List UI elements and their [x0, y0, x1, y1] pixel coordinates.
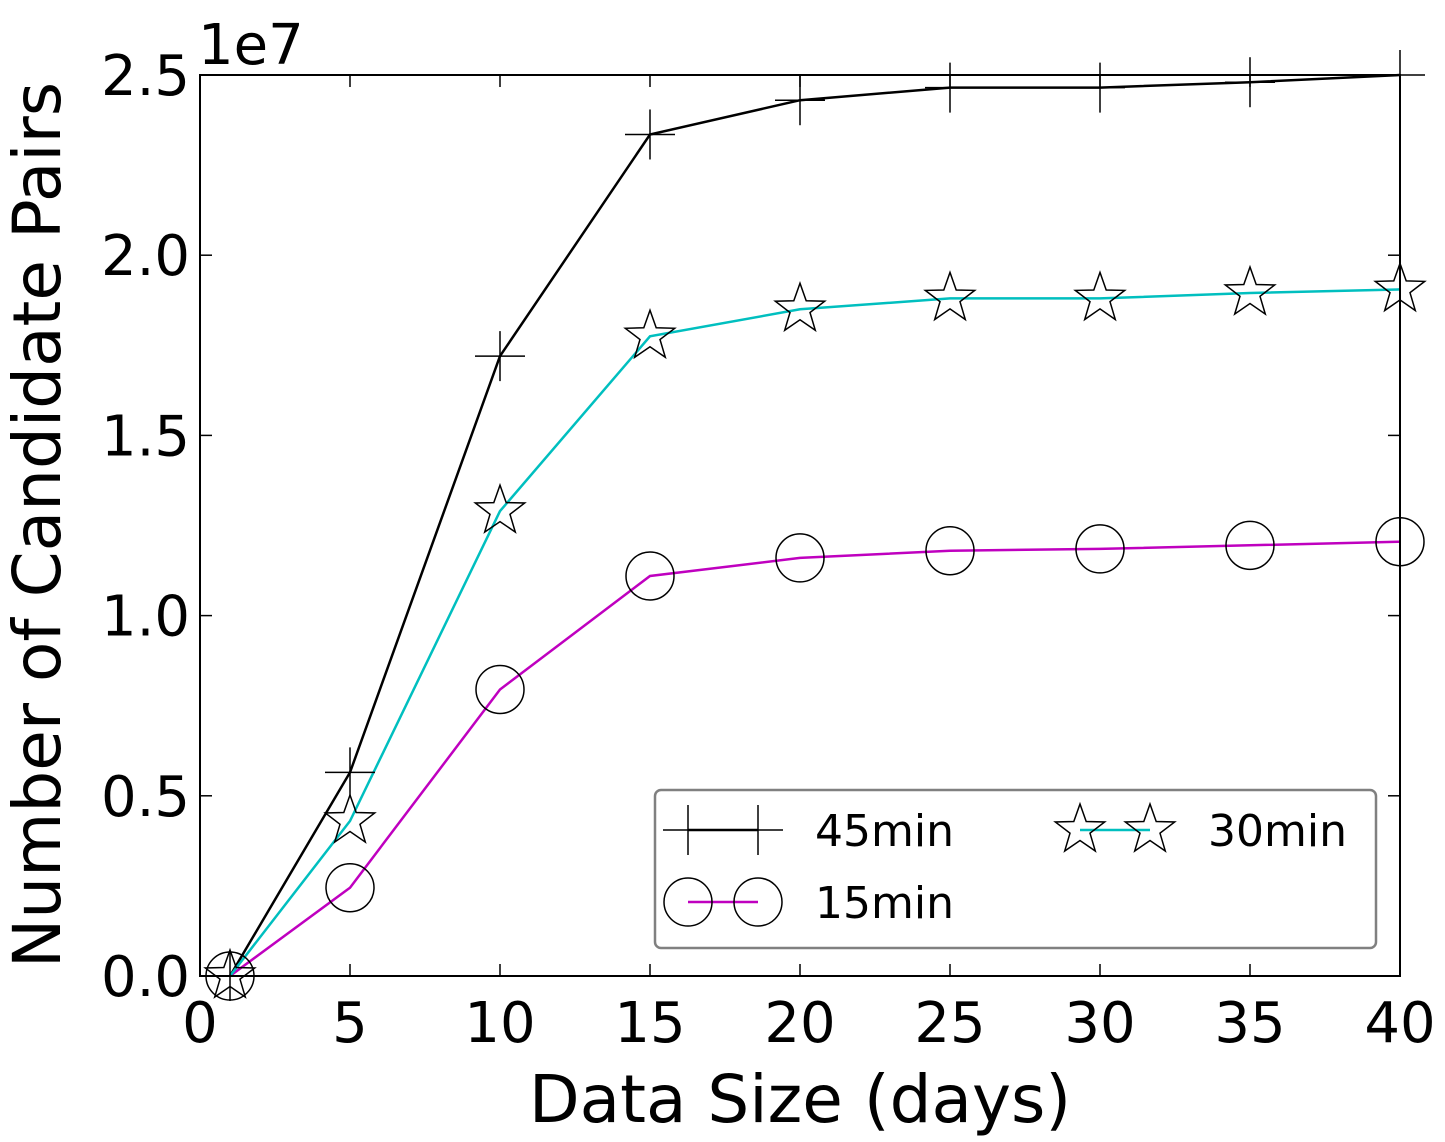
x-tick-label-35: 35 [1214, 991, 1285, 1056]
legend-marker-30min-a [1053, 801, 1107, 853]
data-point-15min-35 [1225, 520, 1275, 571]
data-point-45min-10 [475, 331, 525, 382]
data-point-45min-15 [625, 109, 675, 160]
legend-label-30min: 30min [1208, 806, 1347, 857]
data-point-45min-30 [1075, 62, 1125, 113]
y-tick-label-2: 2.0 [101, 224, 190, 289]
data-point-30min-5 [323, 792, 377, 844]
legend-entries: 45min 15min 30min [663, 801, 1347, 929]
x-tick-label-0: 0 [182, 991, 218, 1056]
legend-label-45min: 45min [815, 806, 954, 857]
data-point-30min-10 [473, 482, 527, 534]
y-tick-label-2.5: 2.5 [101, 44, 190, 109]
data-point-30min-35 [1223, 264, 1277, 316]
data-point-15min-10 [475, 664, 525, 715]
y-tick-label-1: 1.0 [101, 585, 190, 650]
series-line-30min [229, 288, 1401, 977]
data-point-15min-5 [325, 862, 375, 913]
x-tick-label-40: 40 [1364, 991, 1435, 1056]
data-point-15min-20 [775, 533, 825, 583]
data-point-30min-1 [203, 947, 257, 999]
x-axis-label: Data Size (days) [529, 1061, 1071, 1138]
x-tick-label-15: 15 [614, 991, 685, 1056]
legend-frame [653, 788, 1378, 950]
data-point-15min-25 [925, 525, 975, 576]
data-point-15min-30 [1075, 524, 1125, 574]
legend-marker-45min-b [733, 805, 783, 855]
legend-marker-15min-a [663, 877, 713, 927]
x-tick-label-30: 30 [1064, 991, 1135, 1056]
x-tick-label-5: 5 [332, 991, 368, 1056]
data-point-45min-25 [925, 62, 975, 113]
x-tick-label-20: 20 [764, 991, 835, 1056]
data-point-45min-5 [325, 747, 375, 798]
x-tick-label-10: 10 [464, 991, 535, 1056]
legend-marker-45min-a [663, 805, 713, 855]
tick-labels: 0 5 10 15 20 25 30 35 40 0.0 0.5 1.0 1.5 2.0 2.5 [101, 44, 1436, 1056]
legend-label-15min: 15min [815, 878, 954, 929]
y-tick-label-1.5: 1.5 [101, 404, 190, 469]
y-axis-label: Number of Candidate Pairs [0, 82, 76, 968]
x-tick-label-25: 25 [914, 991, 985, 1056]
data-point-30min-15 [623, 308, 677, 360]
legend-marker-30min-b [1123, 801, 1177, 853]
legend-marker-15min-b [733, 877, 783, 927]
y-tick-label-0: 0.0 [101, 945, 190, 1010]
series-line-15min [229, 540, 1401, 978]
y-tick-label-0.5: 0.5 [101, 765, 190, 830]
data-point-30min-30 [1073, 270, 1127, 322]
y-offset-label: 1e7 [198, 13, 304, 78]
series-layer [203, 50, 1427, 1001]
data-point-30min-25 [923, 270, 977, 322]
ticks-layer [199, 74, 1401, 977]
data-point-15min-15 [625, 551, 675, 601]
data-point-30min-20 [773, 281, 827, 333]
legend: 45min 15min 30min [653, 788, 1378, 950]
